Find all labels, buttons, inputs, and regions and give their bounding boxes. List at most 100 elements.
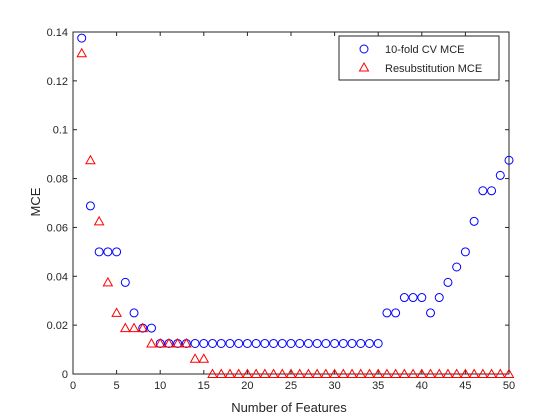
cv-mce-point xyxy=(260,338,270,348)
cv-mce-point xyxy=(382,308,392,318)
cv-mce-point xyxy=(286,338,296,348)
x-axis-label: Number of Features xyxy=(231,400,347,415)
cv-mce-point xyxy=(94,247,104,257)
cv-mce-point xyxy=(426,308,436,318)
x-tick-label: 15 xyxy=(198,380,210,392)
cv-mce-point xyxy=(460,247,470,257)
cv-mce-point xyxy=(321,338,331,348)
x-tick-label: 0 xyxy=(70,380,76,392)
cv-mce-point xyxy=(295,338,305,348)
resub-mce-point xyxy=(337,368,349,378)
resub-mce-point xyxy=(311,368,323,378)
cv-mce-point xyxy=(478,186,488,196)
cv-mce-point xyxy=(277,338,287,348)
series-cv-markers xyxy=(77,33,514,348)
resub-mce-point xyxy=(250,368,262,378)
resub-mce-point xyxy=(146,337,157,348)
resub-mce-point xyxy=(215,368,227,378)
x-tick-label: 5 xyxy=(114,380,120,392)
y-tick-label: 0.12 xyxy=(47,76,68,88)
y-axis-ticks: 0 0.02 0.04 0.06 0.08 0.1 0.12 0.14 xyxy=(47,27,509,381)
cv-mce-point xyxy=(373,338,383,348)
x-tick-label: 45 xyxy=(459,380,471,392)
cv-mce-point xyxy=(452,262,462,272)
resub-mce-point xyxy=(477,368,489,378)
x-tick-label: 40 xyxy=(416,380,428,392)
cv-mce-point xyxy=(330,338,340,348)
resub-mce-point xyxy=(381,368,393,378)
cv-mce-point xyxy=(242,338,252,348)
resub-mce-point xyxy=(416,368,428,378)
resub-mce-point xyxy=(76,47,88,58)
cv-mce-point xyxy=(251,338,261,348)
cv-mce-point xyxy=(146,323,156,333)
cv-mce-point xyxy=(417,293,427,303)
resub-mce-point xyxy=(294,368,306,378)
resub-mce-point xyxy=(320,368,332,378)
cv-mce-point xyxy=(269,338,279,348)
resub-mce-point xyxy=(172,337,183,348)
resub-mce-point xyxy=(285,368,297,378)
x-tick-label: 50 xyxy=(503,380,515,392)
resub-mce-point xyxy=(85,154,96,165)
x-tick-label: 10 xyxy=(154,380,166,392)
resub-mce-point xyxy=(407,368,419,378)
y-tick-label: 0.08 xyxy=(47,174,68,186)
cv-mce-point xyxy=(504,155,514,165)
x-axis-ticks: 0 5 10 15 20 25 30 35 40 45 50 xyxy=(70,32,515,392)
cv-mce-point xyxy=(208,338,218,348)
legend-cv-marker xyxy=(359,44,369,54)
cv-mce-point xyxy=(85,201,95,211)
resub-mce-point xyxy=(494,368,506,378)
resub-mce-point xyxy=(451,368,463,378)
resub-mce-point xyxy=(503,368,515,378)
cv-mce-point xyxy=(495,170,505,180)
y-axis-label: MCE xyxy=(28,187,43,216)
cv-mce-point xyxy=(391,308,401,318)
x-tick-label: 30 xyxy=(328,380,340,392)
resub-mce-point xyxy=(399,368,410,378)
x-tick-label: 35 xyxy=(372,380,384,392)
y-tick-label: 0.02 xyxy=(47,320,68,332)
cv-mce-point xyxy=(312,338,322,348)
resub-mce-point xyxy=(355,368,367,378)
resub-mce-point xyxy=(163,337,175,348)
resub-mce-point xyxy=(329,368,340,378)
cv-mce-point xyxy=(487,186,497,196)
resub-mce-point xyxy=(154,337,166,348)
resub-mce-point xyxy=(242,368,253,378)
series-resub-markers xyxy=(76,47,515,378)
cv-mce-point xyxy=(356,338,366,348)
legend-box xyxy=(338,35,500,81)
cv-mce-point xyxy=(347,338,357,348)
legend-cv-label: 10-fold CV MCE xyxy=(385,44,464,56)
cv-mce-point xyxy=(120,277,130,287)
cv-mce-point xyxy=(399,293,409,303)
cv-mce-point xyxy=(469,216,479,226)
cv-mce-point xyxy=(443,277,453,287)
cv-mce-point xyxy=(129,308,139,318)
resub-mce-point xyxy=(189,353,201,363)
cv-mce-point xyxy=(234,338,244,348)
resub-mce-point xyxy=(372,368,384,378)
resub-mce-point xyxy=(346,368,358,378)
resub-mce-point xyxy=(468,368,480,378)
cv-mce-point xyxy=(112,247,122,257)
y-tick-label: 0 xyxy=(62,369,68,381)
resub-mce-point xyxy=(102,276,114,287)
axes-frame xyxy=(72,31,510,375)
legend-resub-label: Resubstitution MCE xyxy=(385,63,482,75)
cv-mce-point xyxy=(77,33,87,43)
y-tick-label: 0.1 xyxy=(53,125,68,137)
legend: 10-fold CV MCE Resubstitution MCE xyxy=(338,35,500,81)
x-tick-label: 20 xyxy=(241,380,253,392)
resub-mce-point xyxy=(119,322,131,333)
resub-mce-point xyxy=(425,368,436,378)
resub-mce-point xyxy=(390,368,401,378)
resub-mce-point xyxy=(486,368,497,378)
resub-mce-point xyxy=(460,368,471,378)
resub-mce-point xyxy=(137,322,149,333)
y-tick-label: 0.04 xyxy=(47,271,68,283)
resub-mce-point xyxy=(181,337,192,348)
